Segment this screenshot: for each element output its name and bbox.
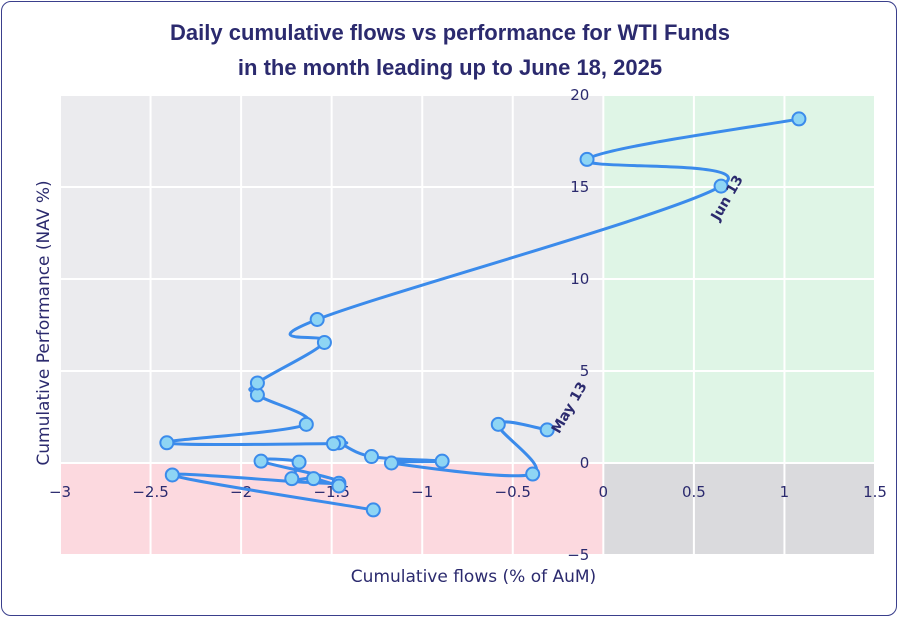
data-point: [164, 467, 180, 483]
y-tick-label: 0: [580, 454, 590, 472]
y-tick-label: 15: [570, 178, 589, 196]
data-point: [364, 449, 380, 465]
data-point: [284, 471, 300, 487]
data-point: [253, 453, 269, 469]
data-point: [365, 502, 381, 518]
data-point: [159, 435, 175, 451]
data-point: [298, 416, 314, 432]
data-point: [713, 178, 729, 194]
y-tick-label: 20: [570, 86, 589, 104]
data-point: [309, 311, 325, 327]
data-point: [291, 454, 307, 470]
x-tick-label: 0: [599, 483, 609, 501]
data-point: [331, 478, 347, 494]
data-point: [579, 151, 595, 167]
chart-title-line-1: Daily cumulative flows vs performance fo…: [170, 20, 730, 45]
data-point: [490, 416, 506, 432]
x-tick-label: −1: [411, 483, 433, 501]
data-point: [249, 375, 265, 391]
data-point: [325, 436, 341, 452]
y-axis-label: Cumulative Performance (NAV %): [34, 180, 54, 465]
quadrant-bottom-right: [603, 463, 875, 555]
x-tick-label: −0.5: [495, 483, 531, 501]
data-point: [539, 422, 555, 438]
series-line: [170, 457, 375, 512]
data-point: [791, 111, 807, 127]
data-point: [434, 453, 450, 469]
y-tick-label: 5: [580, 362, 590, 380]
data-point: [306, 471, 322, 487]
data-point: [525, 466, 541, 482]
x-tick-label: 1: [780, 483, 790, 501]
y-tick-label: −5: [567, 546, 589, 564]
chart-title-line-2: in the month leading up to June 18, 2025: [237, 55, 663, 80]
data-point: [383, 455, 399, 471]
x-tick-label: 0.5: [682, 483, 706, 501]
data-point: [316, 334, 332, 350]
x-tick-label: −2.5: [132, 483, 168, 501]
x-tick-label: 1.5: [863, 483, 887, 501]
y-tick-label: 10: [570, 270, 589, 288]
x-axis-label: Cumulative flows (% of AuM): [351, 567, 596, 587]
x-tick-label: −3: [49, 483, 71, 501]
